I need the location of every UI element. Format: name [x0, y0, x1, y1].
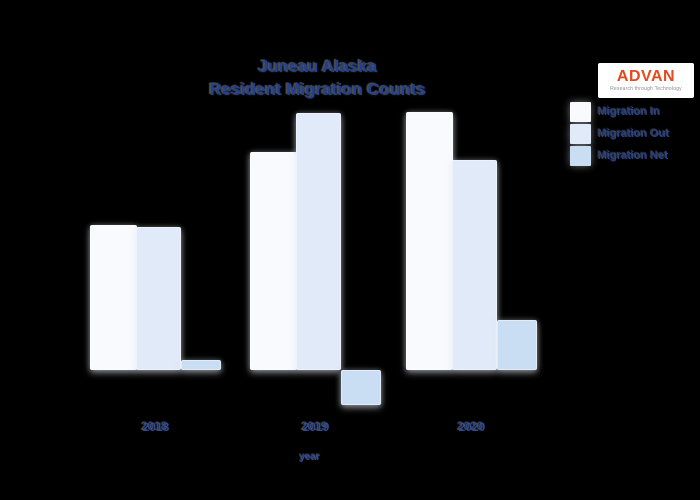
legend-swatch-migration-out-icon [570, 124, 591, 144]
legend-swatch-migration-in-icon [570, 102, 591, 122]
bar-migration-in-2018[interactable] [90, 225, 137, 370]
legend-swatch-migration-net-icon [570, 146, 591, 166]
bar-migration-net-2018[interactable] [181, 360, 221, 370]
bar-migration-out-2020[interactable] [452, 160, 497, 370]
bar-migration-out-2019[interactable] [296, 113, 341, 370]
bar-migration-out-2018[interactable] [136, 227, 181, 370]
chart-title-line2: Resident Migration Counts [209, 80, 427, 99]
advan-logo-tagline: Research through Technology [610, 86, 682, 92]
x-tick-2019: 2019 [302, 420, 330, 434]
advan-logo: ADVAN Research through Technology [598, 63, 694, 98]
chart-title: Juneau Alaska Resident Migration Counts [210, 55, 426, 101]
bar-migration-in-2019[interactable] [250, 152, 297, 370]
legend-item-migration-out[interactable]: Migration Out [570, 123, 670, 145]
chart-title-line1: Juneau Alaska [258, 57, 378, 76]
legend-label-migration-in: Migration In [598, 106, 661, 118]
bar-migration-net-2019[interactable] [341, 370, 381, 405]
legend-label-migration-out: Migration Out [598, 128, 670, 140]
legend: Migration In Migration Out Migration Net [570, 101, 670, 167]
legend-item-migration-net[interactable]: Migration Net [570, 145, 670, 167]
legend-item-migration-in[interactable]: Migration In [570, 101, 670, 123]
x-tick-2020: 2020 [458, 420, 486, 434]
bar-migration-net-2020[interactable] [497, 320, 537, 370]
advan-logo-wordmark: ADVAN [616, 68, 676, 85]
x-axis-title: year [299, 452, 321, 463]
bar-migration-in-2020[interactable] [406, 112, 453, 370]
x-tick-2018: 2018 [142, 420, 170, 434]
legend-label-migration-net: Migration Net [598, 150, 669, 162]
